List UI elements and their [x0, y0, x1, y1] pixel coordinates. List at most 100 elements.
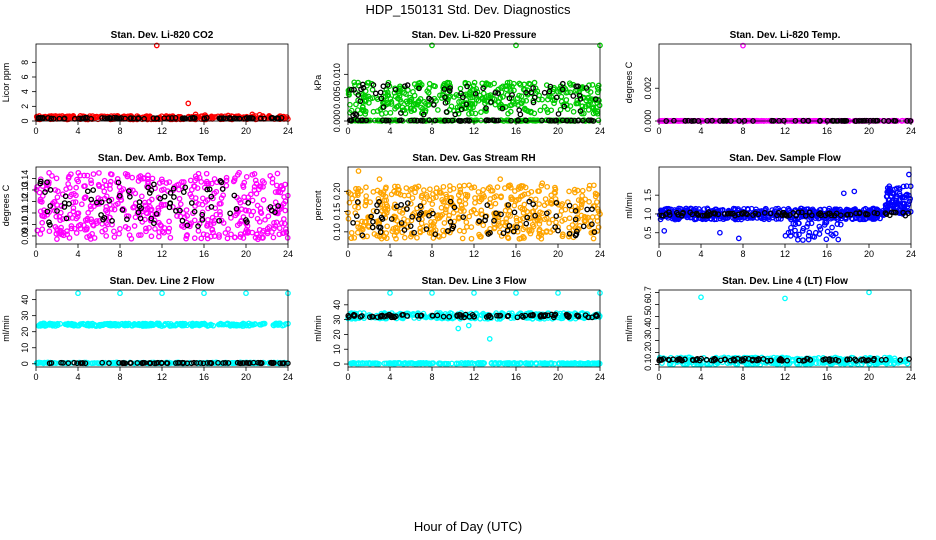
data-point: [536, 188, 542, 194]
data-point: [595, 208, 602, 215]
data-point: [583, 85, 590, 91]
data-point: [372, 90, 379, 97]
y-tick-label: 30: [332, 315, 342, 325]
data-point: [355, 92, 362, 98]
data-point: [387, 96, 394, 102]
data-point: [447, 183, 453, 189]
data-point: [146, 225, 152, 231]
data-point: [416, 85, 422, 92]
data-point: [195, 170, 202, 177]
data-point: [426, 117, 433, 123]
data-point: [211, 114, 217, 120]
y-tick-label: 1.5: [643, 189, 653, 202]
data-point: [381, 211, 388, 218]
data-point: [446, 80, 453, 86]
data-point: [442, 94, 448, 101]
data-point: [472, 110, 479, 117]
data-point: [234, 171, 241, 178]
data-point: [515, 117, 521, 123]
data-point: [428, 219, 434, 225]
data-point: [213, 211, 220, 218]
data-point: [237, 234, 244, 240]
data-point: [488, 99, 494, 105]
data-point: [794, 236, 801, 243]
data-point: [223, 177, 230, 184]
data-point: [470, 104, 476, 111]
data-point: [531, 94, 538, 101]
data-point: [421, 99, 428, 105]
x-tick-label: 16: [199, 249, 209, 259]
data-point: [44, 179, 50, 186]
data-point: [574, 228, 580, 235]
data-point: [393, 235, 399, 242]
figure-title: HDP_150131 Std. Dev. Diagnostics: [366, 2, 571, 17]
x-tick-label: 8: [429, 372, 434, 382]
data-point: [96, 170, 102, 176]
data-point: [176, 186, 182, 193]
data-point: [402, 83, 408, 90]
data-point: [425, 89, 432, 96]
data-point: [184, 213, 191, 219]
data-point: [461, 228, 467, 235]
y-axis-label: ml/min: [624, 192, 634, 219]
data-point: [592, 190, 599, 197]
data-point: [546, 220, 552, 226]
data-point: [829, 224, 835, 231]
data-point: [271, 219, 277, 226]
data-point: [111, 228, 117, 235]
y-axis-label: Licor ppm: [1, 63, 11, 103]
data-point: [510, 228, 517, 235]
data-point: [67, 184, 73, 191]
data-point: [240, 235, 247, 241]
data-point: [476, 218, 483, 225]
x-tick-label: 4: [75, 126, 80, 136]
data-point: [225, 226, 232, 232]
data-point: [46, 228, 53, 235]
data-point: [192, 195, 199, 201]
data-point: [170, 204, 176, 210]
data-point: [392, 86, 399, 93]
data-point: [465, 322, 472, 329]
data-point: [70, 208, 77, 215]
data-point: [530, 201, 537, 208]
data-point: [137, 215, 144, 222]
data-point: [353, 101, 359, 108]
data-point: [177, 207, 183, 214]
data-point: [572, 216, 579, 223]
data-point: [377, 89, 384, 96]
data-point: [782, 232, 789, 239]
data-point: [376, 176, 383, 183]
data-point: [151, 220, 157, 227]
data-point: [555, 224, 561, 230]
data-point: [345, 189, 352, 196]
data-point: [793, 232, 799, 238]
data-point: [555, 88, 561, 95]
data-point: [88, 216, 95, 223]
data-point: [37, 180, 44, 187]
data-point: [136, 199, 143, 205]
data-point: [241, 194, 247, 200]
data-point: [354, 229, 361, 236]
data-point: [353, 185, 359, 192]
data-point: [404, 200, 411, 206]
data-point: [370, 189, 377, 195]
data-point: [118, 187, 125, 194]
data-point: [101, 177, 108, 184]
data-point: [405, 192, 412, 199]
data-point: [466, 117, 473, 124]
data-point: [216, 234, 222, 240]
data-point: [166, 225, 173, 232]
data-points: [33, 290, 291, 367]
data-point: [506, 95, 513, 102]
panel-title: Stan. Dev. Li-820 Temp.: [730, 30, 841, 41]
x-tick-label: 20: [241, 126, 251, 136]
x-tick-label: 8: [117, 249, 122, 259]
data-point: [176, 195, 183, 202]
data-point: [179, 217, 186, 224]
data-point: [566, 230, 573, 237]
data-point: [527, 81, 534, 88]
data-point: [199, 211, 206, 218]
